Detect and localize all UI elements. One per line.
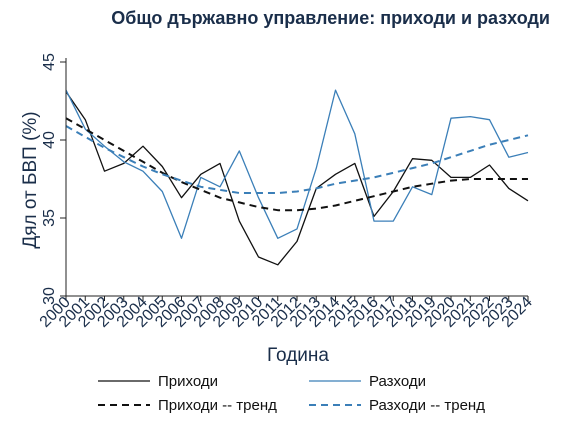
x-axis-title: Година bbox=[267, 345, 329, 366]
legend-label-1: Приходи bbox=[158, 373, 218, 390]
series-line-3 bbox=[65, 117, 528, 212]
y-axis: 30 35 40 45 bbox=[41, 53, 67, 305]
y-axis-title: Дял от БВП (%) bbox=[20, 111, 41, 248]
legend-label-2: Разходи bbox=[369, 373, 426, 390]
y-tick-label: 40 bbox=[41, 131, 58, 149]
legend-label-3: Приходи -- тренд bbox=[158, 397, 277, 414]
x-axis: 2000200120022003200420052006200720082009… bbox=[37, 294, 536, 331]
series-line-1 bbox=[65, 91, 529, 266]
y-tick-label: 35 bbox=[41, 209, 58, 227]
y-tick-label: 45 bbox=[41, 53, 58, 71]
y-tick-label: 30 bbox=[41, 287, 58, 305]
series-line-4 bbox=[65, 125, 529, 194]
legend-label-4: Разходи -- тренд bbox=[369, 397, 485, 414]
series-line-2 bbox=[65, 89, 529, 239]
plot-area bbox=[65, 89, 529, 266]
chart-title: Общо държавно управление: приходи и разх… bbox=[111, 8, 550, 28]
legend: Приходи Разходи Приходи -- тренд Разходи --… bbox=[98, 373, 485, 414]
